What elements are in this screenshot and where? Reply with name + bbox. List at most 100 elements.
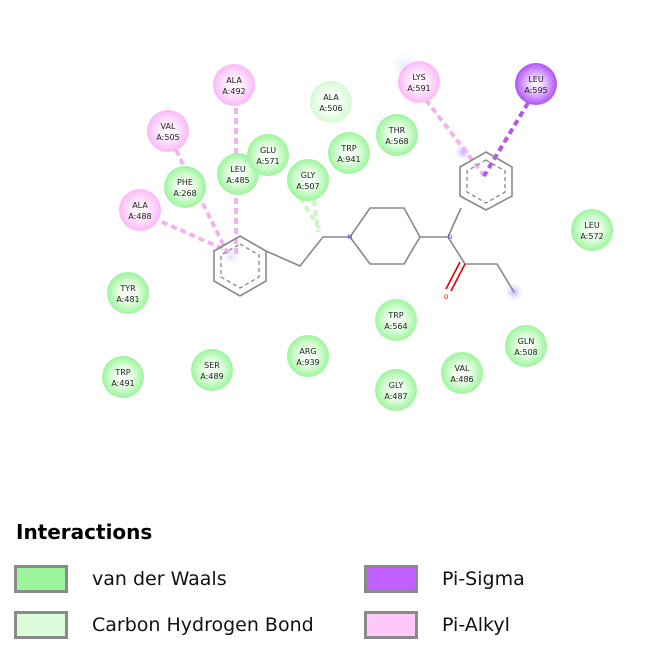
piperidine-ring [349,207,421,265]
residue-name-label: LEU [230,165,246,174]
residue-name-label: ALA [323,93,339,102]
residue-id-label: A:489 [200,372,223,381]
residue-name-label: VAL [455,364,470,373]
residue-disc-ala-a492 [213,64,255,106]
residue-disc-leu-a595 [515,63,557,105]
residue-disc-ala-a488 [119,189,161,231]
legend-item-carbon-hydrogen-bond: Carbon Hydrogen Bond [14,609,314,641]
residue-ser-a489: SER A:489 [191,349,233,391]
residue-name-label: GLY [301,171,316,180]
residue-group: ALA A:492 VAL A:505 ALA A:488 PHE A:268 LEU A:485… [102,61,613,411]
residue-leu-a572: LEU A:572 [571,209,613,251]
residue-trp-a491: TRP A:491 [102,356,144,398]
residue-name-label: GLY [389,381,404,390]
legend-item-pi-sigma: Pi-Sigma [364,563,525,595]
residue-id-label: A:486 [450,375,473,384]
residue-id-label: A:591 [407,84,430,93]
carbonyl-double-bond-a [450,263,466,292]
interaction-line-lys-a591 [424,98,488,180]
residue-disc-lys-a591 [398,61,440,103]
residue-id-label: A:485 [226,176,249,185]
amide-to-phenyl-bond [447,207,462,238]
residue-leu-a595: LEU A:595 [515,63,557,105]
legend-title: Interactions [16,520,153,544]
residue-val-a505: VAL A:505 [147,110,189,152]
residue-trp-a564: TRP A:564 [375,299,417,341]
legend-swatch-carbon-hydrogen-bond [14,611,68,639]
legend-label-vdw: van der Waals [92,568,227,590]
residue-name-label: ALA [132,201,148,210]
residue-id-label: A:568 [385,137,408,146]
residue-name-label: TRP [340,144,356,153]
right-benzene-ring [459,151,513,211]
residue-disc-thr-a568 [376,114,418,156]
legend-label-carbon-hydrogen-bond: Carbon Hydrogen Bond [92,614,314,636]
residue-gly-a487: GLY A:487 [375,369,417,411]
residue-disc-leu-a572 [571,209,613,251]
residue-name-label: LEU [584,221,600,230]
residue-disc-val-a486 [441,352,483,394]
left-benzene-inner [220,243,260,289]
ethyl-linker [265,236,350,267]
residue-disc-gln-a508 [505,325,547,367]
interaction-line-gly-a507 [312,199,320,233]
legend-swatch-pi-alkyl [364,611,418,639]
legend-label-pi-alkyl: Pi-Alkyl [442,614,510,636]
residue-name-label: TYR [119,284,136,293]
residue-gln-a508: GLN A:508 [505,325,547,367]
amide-nitrogen-label: N [448,234,453,241]
residue-id-label: A:505 [156,133,179,142]
residue-disc-glu-a571 [247,134,289,176]
residue-gly-a507: GLY A:507 [287,159,329,201]
residue-ala-a488: ALA A:488 [119,189,161,231]
interaction-line-gly-a507 [298,196,324,234]
legend-item-pi-alkyl: Pi-Alkyl [364,609,510,641]
interaction-diagram: ALA A:492 VAL A:505 ALA A:488 PHE A:268 LEU A:485… [102,48,613,411]
residue-id-label: A:488 [128,212,151,221]
residue-name-label: PHE [177,178,193,187]
residue-trp-a941: TRP A:941 [328,132,370,174]
residue-ala-a506: ALA A:506 [310,81,352,123]
residue-disc-tyr-a481 [107,272,149,314]
interaction-line-ala-a488 [161,220,227,252]
residue-id-label: A:508 [514,348,537,357]
carbonyl-oxygen-label: O [444,294,449,301]
residue-disc-trp-a564 [375,299,417,341]
residue-name-label: THR [388,126,406,135]
residue-id-label: A:595 [524,86,547,95]
residue-disc-phe-a268 [164,166,206,208]
residue-thr-a568: THR A:568 [376,114,418,156]
legend-label-pi-sigma: Pi-Sigma [442,568,525,590]
residue-disc-arg-a939 [287,335,329,377]
residue-name-label: GLN [518,337,535,346]
residue-phe-a268: PHE A:268 [164,166,206,208]
residue-disc-trp-a941 [328,132,370,174]
residue-name-label: LYS [412,73,425,82]
residue-name-label: ALA [226,76,242,85]
residue-leu-a485: LEU A:485 [217,153,259,195]
residue-disc-gly-a487 [375,369,417,411]
legend-swatch-pi-sigma [364,565,418,593]
residue-disc-leu-a485 [217,153,259,195]
residue-tyr-a481: TYR A:481 [107,272,149,314]
amide-to-carbonyl-bond [447,236,466,265]
residue-id-label: A:268 [173,189,196,198]
residue-lys-a591: LYS A:591 [398,61,440,103]
interaction-line-leu-a595 [482,101,530,178]
ligand-structure: N N O [213,151,515,301]
carbonyl-double-bond-b [445,261,461,290]
residue-name-label: SER [204,361,220,370]
residue-name-label: VAL [161,122,176,131]
residue-ala-a492: ALA A:492 [213,64,255,106]
residue-val-a486: VAL A:486 [441,352,483,394]
residue-name-label: GLU [260,146,276,155]
residue-id-label: A:506 [319,104,342,113]
residue-id-label: A:941 [337,155,360,164]
residue-id-label: A:572 [580,232,603,241]
right-benzene-inner [466,159,506,204]
residue-id-label: A:564 [384,322,407,331]
legend-swatch-vdw [14,565,68,593]
residue-name-label: TRP [114,368,130,377]
residue-id-label: A:481 [116,295,139,304]
residue-name-label: ARG [299,347,316,356]
